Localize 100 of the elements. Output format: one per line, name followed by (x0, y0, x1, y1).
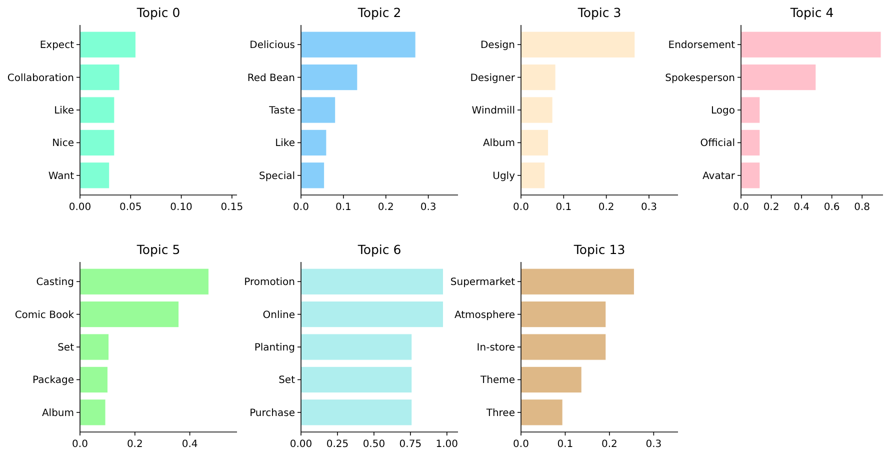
bar (520, 129, 549, 156)
x-tick-label: 0.4 (182, 439, 198, 450)
y-tick-label: Like (275, 138, 295, 150)
bar (520, 366, 582, 394)
y-tick-label: Purchase (250, 408, 295, 419)
y-tick-label: Nice (52, 138, 74, 150)
chart-title: Topic 4 (789, 5, 834, 20)
x-tick-label: 0.0 (72, 439, 88, 450)
x-tick-label: 0.05 (120, 202, 142, 213)
y-tick-label: Planting (254, 342, 295, 354)
y-tick-label: Casting (36, 277, 74, 288)
x-tick-label: 1.00 (436, 439, 458, 450)
chart-title: Topic 6 (356, 242, 402, 257)
bar (300, 129, 327, 156)
bar (740, 162, 760, 189)
x-tick-label: 0.1 (335, 202, 352, 213)
y-tick-label: Red Bean (247, 72, 295, 84)
x-tick-label: 0.8 (854, 202, 870, 213)
bar (520, 31, 636, 58)
bar (300, 162, 325, 189)
chart-title: Topic 2 (356, 5, 402, 20)
y-tick-label: In-store (476, 342, 515, 354)
y-tick-label: Package (32, 375, 74, 386)
y-tick-label: Set (58, 342, 74, 354)
y-tick-label: Three (485, 408, 515, 419)
y-tick-label: Expect (40, 40, 74, 52)
chart-title: Topic 3 (576, 5, 622, 20)
x-tick-label: 0.0 (733, 202, 749, 213)
x-tick-label: 0.10 (170, 202, 192, 213)
x-tick-label: 0.50 (362, 439, 386, 450)
bar (80, 31, 136, 58)
bar (80, 300, 180, 328)
x-tick-label: 0.15 (220, 202, 244, 213)
y-tick-label: Want (48, 170, 74, 182)
y-tick-label: Logo (711, 106, 735, 116)
x-tick-label: 0.1 (557, 439, 574, 450)
bar (80, 334, 110, 360)
chart-title: Topic 5 (136, 242, 180, 257)
x-tick-label: 0.25 (326, 439, 349, 450)
bar (300, 96, 336, 124)
x-tick-label: 0.2 (763, 202, 780, 213)
x-tick-label: 0.00 (68, 202, 92, 213)
y-tick-label: Taste (268, 106, 295, 116)
y-tick-label: Delicious (250, 40, 295, 52)
x-tick-label: 0.2 (598, 202, 614, 213)
bar (740, 96, 760, 124)
y-tick-label: Avatar (702, 170, 736, 182)
bar (80, 96, 115, 124)
y-tick-label: Official (700, 138, 735, 150)
x-tick-label: 0.3 (641, 202, 657, 213)
x-tick-label: 0.3 (420, 202, 436, 213)
bar (300, 31, 416, 58)
chart-title: Topic 13 (572, 242, 626, 257)
x-tick-label: 0.75 (399, 439, 422, 450)
y-tick-label: Promotion (244, 277, 295, 288)
x-tick-label: 0.0 (513, 202, 529, 213)
bar (80, 366, 108, 394)
x-tick-label: 0.1 (556, 202, 572, 213)
bar (300, 64, 358, 91)
y-tick-label: Online (262, 310, 295, 321)
bar (80, 64, 120, 91)
bar (520, 64, 556, 91)
x-tick-label: 0.2 (126, 439, 143, 450)
x-tick-label: 0.2 (378, 202, 394, 213)
bar (520, 96, 553, 124)
x-tick-label: 0.00 (290, 439, 312, 450)
y-tick-label: Spokesperson (665, 72, 735, 84)
y-tick-label: Album (482, 138, 515, 150)
x-tick-label: 0.2 (602, 439, 618, 450)
y-tick-label: Design (480, 40, 515, 52)
bar (520, 399, 563, 426)
bar (80, 162, 110, 189)
y-tick-label: Atmosphere (454, 310, 515, 321)
y-tick-label: Set (278, 375, 296, 386)
bar (520, 300, 606, 328)
y-tick-label: Comic Book (14, 310, 74, 321)
y-tick-label: Endorsement (668, 40, 736, 52)
y-tick-label: Windmill (472, 106, 515, 116)
bar (740, 129, 760, 156)
bar (80, 129, 115, 156)
bar (80, 268, 209, 295)
x-tick-label: 0.6 (824, 202, 840, 213)
bar (520, 162, 546, 189)
chart-title: Topic 0 (136, 5, 180, 20)
bar (80, 399, 106, 426)
y-tick-label: Special (258, 170, 295, 182)
bar (740, 31, 882, 58)
y-tick-label: Album (42, 408, 74, 419)
x-tick-label: 0.3 (646, 439, 662, 450)
y-tick-label: Like (54, 106, 74, 116)
x-tick-label: 0.0 (513, 439, 529, 450)
y-tick-label: Ugly (492, 170, 516, 182)
y-tick-label: Collaboration (7, 72, 74, 84)
y-tick-label: Designer (470, 72, 516, 84)
bar (520, 334, 606, 360)
x-tick-label: 0.4 (794, 202, 810, 213)
bar (740, 64, 816, 91)
x-tick-label: 0.0 (293, 202, 309, 213)
y-tick-label: Theme (480, 375, 515, 386)
bar (520, 268, 634, 295)
